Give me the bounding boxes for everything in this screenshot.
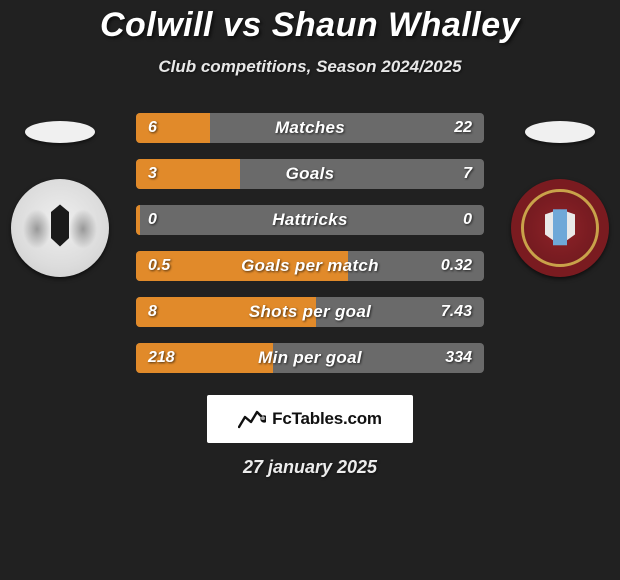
stat-value-right: 22	[442, 113, 484, 143]
stat-value-left: 3	[136, 159, 169, 189]
comparison-card: Colwill vs Shaun Whalley Club competitio…	[0, 0, 620, 580]
player-left-crest	[11, 179, 109, 277]
content-area: Matches622Goals37Hattricks00Goals per ma…	[0, 113, 620, 383]
stat-label: Hattricks	[136, 205, 484, 235]
stat-row: Hattricks0 0	[136, 205, 484, 235]
stat-row: Min per goal218 334	[136, 343, 484, 373]
stat-value-left: 218	[136, 343, 187, 373]
stat-value-right: 7	[451, 159, 484, 189]
stat-label: Goals	[136, 159, 484, 189]
stat-value-right: 0	[451, 205, 484, 235]
page-subtitle: Club competitions, Season 2024/2025	[0, 57, 620, 77]
stat-value-left: 0.5	[136, 251, 182, 281]
stat-value-right: 0.32	[429, 251, 484, 281]
stat-value-left: 6	[136, 113, 169, 143]
stat-row: Shots per goal87.43	[136, 297, 484, 327]
player-right-flag	[525, 121, 595, 143]
stat-value-right: 7.43	[429, 297, 484, 327]
stat-label: Min per goal	[136, 343, 484, 373]
player-left-column	[0, 113, 120, 277]
player-right-crest	[511, 179, 609, 277]
page-title: Colwill vs Shaun Whalley	[0, 0, 620, 45]
brand-badge[interactable]: FcTables.com	[207, 395, 413, 443]
brand-logo-icon	[238, 407, 266, 431]
stat-label: Matches	[136, 113, 484, 143]
stat-bars: Matches622Goals37Hattricks00Goals per ma…	[136, 113, 484, 389]
stat-value-left: 8	[136, 297, 169, 327]
stat-row: Matches6 22	[136, 113, 484, 143]
stat-row: Goals3 7	[136, 159, 484, 189]
player-left-flag	[25, 121, 95, 143]
player-right-column	[500, 113, 620, 277]
stat-value-right: 334	[433, 343, 484, 373]
footer-date: 27 january 2025	[0, 457, 620, 478]
brand-text: FcTables.com	[272, 409, 382, 429]
player-right-crest-inner	[521, 189, 599, 267]
stat-value-left: 0	[136, 205, 169, 235]
stat-row: Goals per match0.50.32	[136, 251, 484, 281]
